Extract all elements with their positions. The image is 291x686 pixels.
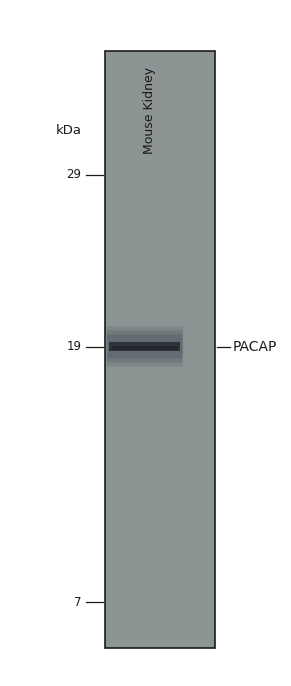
FancyBboxPatch shape xyxy=(107,331,183,363)
Bar xyxy=(109,342,180,351)
FancyBboxPatch shape xyxy=(106,327,183,366)
Text: 29: 29 xyxy=(66,169,81,182)
FancyBboxPatch shape xyxy=(107,335,182,358)
Text: 7: 7 xyxy=(74,595,81,608)
Text: PACAP: PACAP xyxy=(233,340,277,354)
Bar xyxy=(105,51,215,648)
Text: Mouse Kidney: Mouse Kidney xyxy=(143,67,156,154)
Text: 19: 19 xyxy=(66,340,81,353)
Text: kDa: kDa xyxy=(56,123,81,137)
Bar xyxy=(112,346,178,350)
